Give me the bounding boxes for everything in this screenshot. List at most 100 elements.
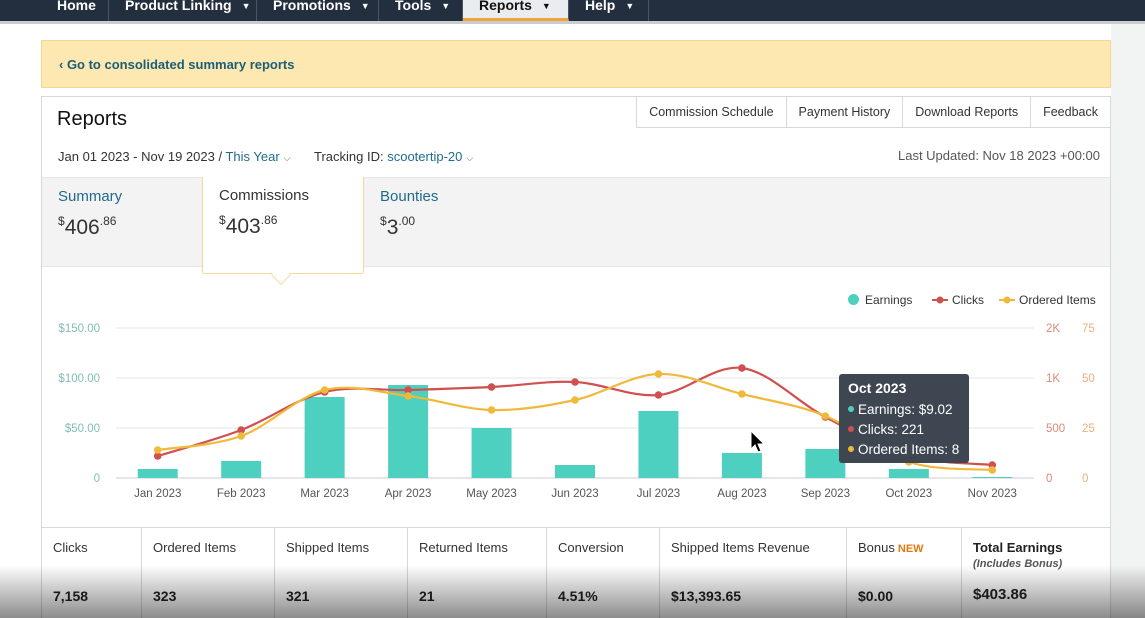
commissions-stat[interactable]: Commissions $403.86 bbox=[202, 177, 364, 274]
bounties-stat[interactable]: Bounties $3.00 bbox=[380, 188, 438, 240]
y-right-clicks-tick-label: 0 bbox=[1046, 473, 1052, 485]
y-right-clicks-tick-label: 2K bbox=[1046, 323, 1060, 335]
nav-divider bbox=[0, 21, 1145, 24]
chevron-down-icon: ▼ bbox=[241, 1, 251, 11]
ordered-items-point bbox=[571, 396, 579, 404]
chevron-down-icon: ▼ bbox=[625, 1, 635, 11]
ordered-line-icon bbox=[999, 296, 1015, 304]
page-title: Reports bbox=[57, 108, 128, 130]
clicks-point bbox=[571, 378, 579, 386]
metric-ordered-items: Ordered Items 323 bbox=[142, 528, 275, 618]
chevron-down-icon: ▼ bbox=[441, 1, 451, 11]
x-tick-label: Nov 2023 bbox=[968, 488, 1017, 500]
earnings-bar bbox=[888, 468, 929, 478]
chart-tooltip: Oct 2023 Earnings: $9.02 Clicks: 221 Ord… bbox=[839, 374, 969, 463]
new-badge: NEW bbox=[897, 543, 924, 555]
chevron-down-icon: ▼ bbox=[541, 1, 551, 11]
clicks-point bbox=[654, 391, 663, 399]
ordered-items-point bbox=[487, 406, 496, 414]
earnings-bar bbox=[471, 428, 512, 478]
earnings-bar bbox=[388, 385, 429, 478]
y-left-tick-label: $150.00 bbox=[58, 323, 100, 335]
legend-earnings[interactable]: Earnings bbox=[848, 293, 912, 307]
nav-reports[interactable]: Reports ▼ bbox=[463, 0, 569, 21]
tooltip-ordered: Ordered Items: 8 bbox=[848, 440, 960, 460]
nav-product-linking[interactable]: Product Linking ▼ bbox=[109, 0, 257, 21]
nav-help[interactable]: Help ▼ bbox=[569, 0, 649, 21]
consolidated-summary-link[interactable]: ‹ Go to consolidated summary reports bbox=[59, 57, 295, 72]
ordered-items-point bbox=[988, 466, 997, 474]
nav-home[interactable]: Home bbox=[41, 0, 109, 21]
tooltip-clicks: Clicks: 221 bbox=[848, 420, 960, 440]
legend-clicks[interactable]: Clicks bbox=[932, 293, 984, 307]
ordered-items-point bbox=[738, 390, 746, 398]
reports-card: Reports Commission Schedule Payment Hist… bbox=[41, 96, 1111, 618]
top-navigation: Home Product Linking ▼ Promotions ▼ Tools ▼… bbox=[0, 0, 1145, 24]
y-left-tick-label: $100.00 bbox=[58, 373, 100, 385]
clicks-line-icon bbox=[932, 296, 948, 304]
date-range-text: Jan 01 2023 - Nov 19 2023 / bbox=[58, 149, 223, 164]
y-right-ordered-tick-label: 25 bbox=[1082, 423, 1095, 435]
tab-feedback[interactable]: Feedback bbox=[1030, 96, 1111, 128]
clicks-point bbox=[487, 383, 496, 391]
nav-tools[interactable]: Tools ▼ bbox=[379, 0, 463, 21]
x-tick-label: Feb 2023 bbox=[217, 488, 266, 500]
metric-bonus: Bonus NEW $0.00 bbox=[847, 528, 962, 618]
earnings-bar bbox=[638, 411, 679, 478]
clicks-point bbox=[237, 426, 245, 434]
tooltip-title: Oct 2023 bbox=[848, 380, 907, 396]
chevron-down-icon: ⌵ bbox=[283, 153, 291, 163]
clicks-point bbox=[738, 364, 746, 372]
earnings-bar bbox=[555, 465, 595, 478]
metric-total-earnings: Total Earnings (Includes Bonus) $403.86 bbox=[973, 540, 1063, 603]
tracking-label: Tracking ID: bbox=[314, 149, 384, 164]
x-tick-label: Oct 2023 bbox=[885, 488, 932, 500]
tooltip-earnings: Earnings: $9.02 bbox=[848, 400, 960, 420]
metric-clicks: Clicks 7,158 bbox=[42, 528, 142, 618]
tab-commission-schedule[interactable]: Commission Schedule bbox=[636, 96, 786, 128]
earnings-bar bbox=[972, 477, 1013, 478]
metric-shipped-revenue: Shipped Items Revenue $13,393.65 bbox=[660, 528, 847, 618]
tab-download-reports[interactable]: Download Reports bbox=[902, 96, 1031, 128]
x-tick-label: Sep 2023 bbox=[801, 488, 850, 500]
clicks-point bbox=[404, 386, 412, 394]
earnings-bar bbox=[221, 461, 262, 478]
y-right-clicks-tick-label: 1K bbox=[1046, 373, 1060, 385]
chevron-down-icon: ⌵ bbox=[466, 153, 474, 163]
consolidated-summary-banner: ‹ Go to consolidated summary reports bbox=[41, 40, 1111, 88]
x-tick-label: Aug 2023 bbox=[717, 488, 766, 500]
summary-stat[interactable]: Summary $406.86 bbox=[58, 188, 122, 240]
metrics-row: Clicks 7,158 Ordered Items 323 Shipped Ite… bbox=[42, 527, 1110, 618]
page-gutter bbox=[1111, 24, 1145, 618]
x-tick-label: Jan 2023 bbox=[134, 488, 181, 500]
y-left-tick-label: $50.00 bbox=[65, 423, 100, 435]
period-selector[interactable]: This Year ⌵ bbox=[225, 149, 291, 164]
x-tick-label: Apr 2023 bbox=[385, 488, 432, 500]
earnings-bar bbox=[137, 469, 178, 478]
summary-band: Summary $406.86 Commissions $403.86 Boun… bbox=[42, 177, 1110, 274]
last-updated: Last Updated: Nov 18 2023 +00:00 bbox=[897, 148, 1100, 163]
commissions-amount: $403.86 bbox=[219, 213, 278, 238]
tracking-id-selector: Tracking ID: scootertip-20 ⌵ bbox=[314, 149, 473, 164]
date-range: Jan 01 2023 - Nov 19 2023 / This Year ⌵ bbox=[58, 149, 290, 164]
ordered-items-point bbox=[237, 432, 245, 440]
x-tick-label: Jul 2023 bbox=[637, 488, 680, 500]
y-left-tick-label: 0 bbox=[94, 473, 100, 485]
bounties-label: Bounties bbox=[380, 188, 439, 205]
tab-payment-history[interactable]: Payment History bbox=[785, 96, 903, 128]
y-right-ordered-tick-label: 50 bbox=[1082, 373, 1095, 385]
y-right-ordered-tick-label: 0 bbox=[1082, 473, 1088, 485]
summary-amount: $406.86 bbox=[58, 214, 117, 239]
ordered-items-point bbox=[404, 392, 412, 400]
earnings-chart: $150.00 2K 75$100.00 1K 50$50.00 500 250 0 0Jan … bbox=[58, 323, 1095, 500]
earnings-bar bbox=[304, 397, 345, 478]
nav-promotions[interactable]: Promotions ▼ bbox=[257, 0, 379, 21]
tracking-id-dropdown[interactable]: scootertip-20 ⌵ bbox=[387, 149, 474, 164]
metric-returned-items: Returned Items 21 bbox=[408, 528, 547, 618]
ordered-items-point bbox=[654, 370, 663, 378]
metric-conversion: Conversion 4.51% bbox=[547, 528, 660, 618]
x-tick-label: Mar 2023 bbox=[300, 488, 349, 500]
bounties-amount: $3.00 bbox=[380, 214, 416, 239]
legend-ordered-items[interactable]: Ordered Items bbox=[999, 293, 1096, 307]
ordered-items-point bbox=[320, 386, 329, 394]
